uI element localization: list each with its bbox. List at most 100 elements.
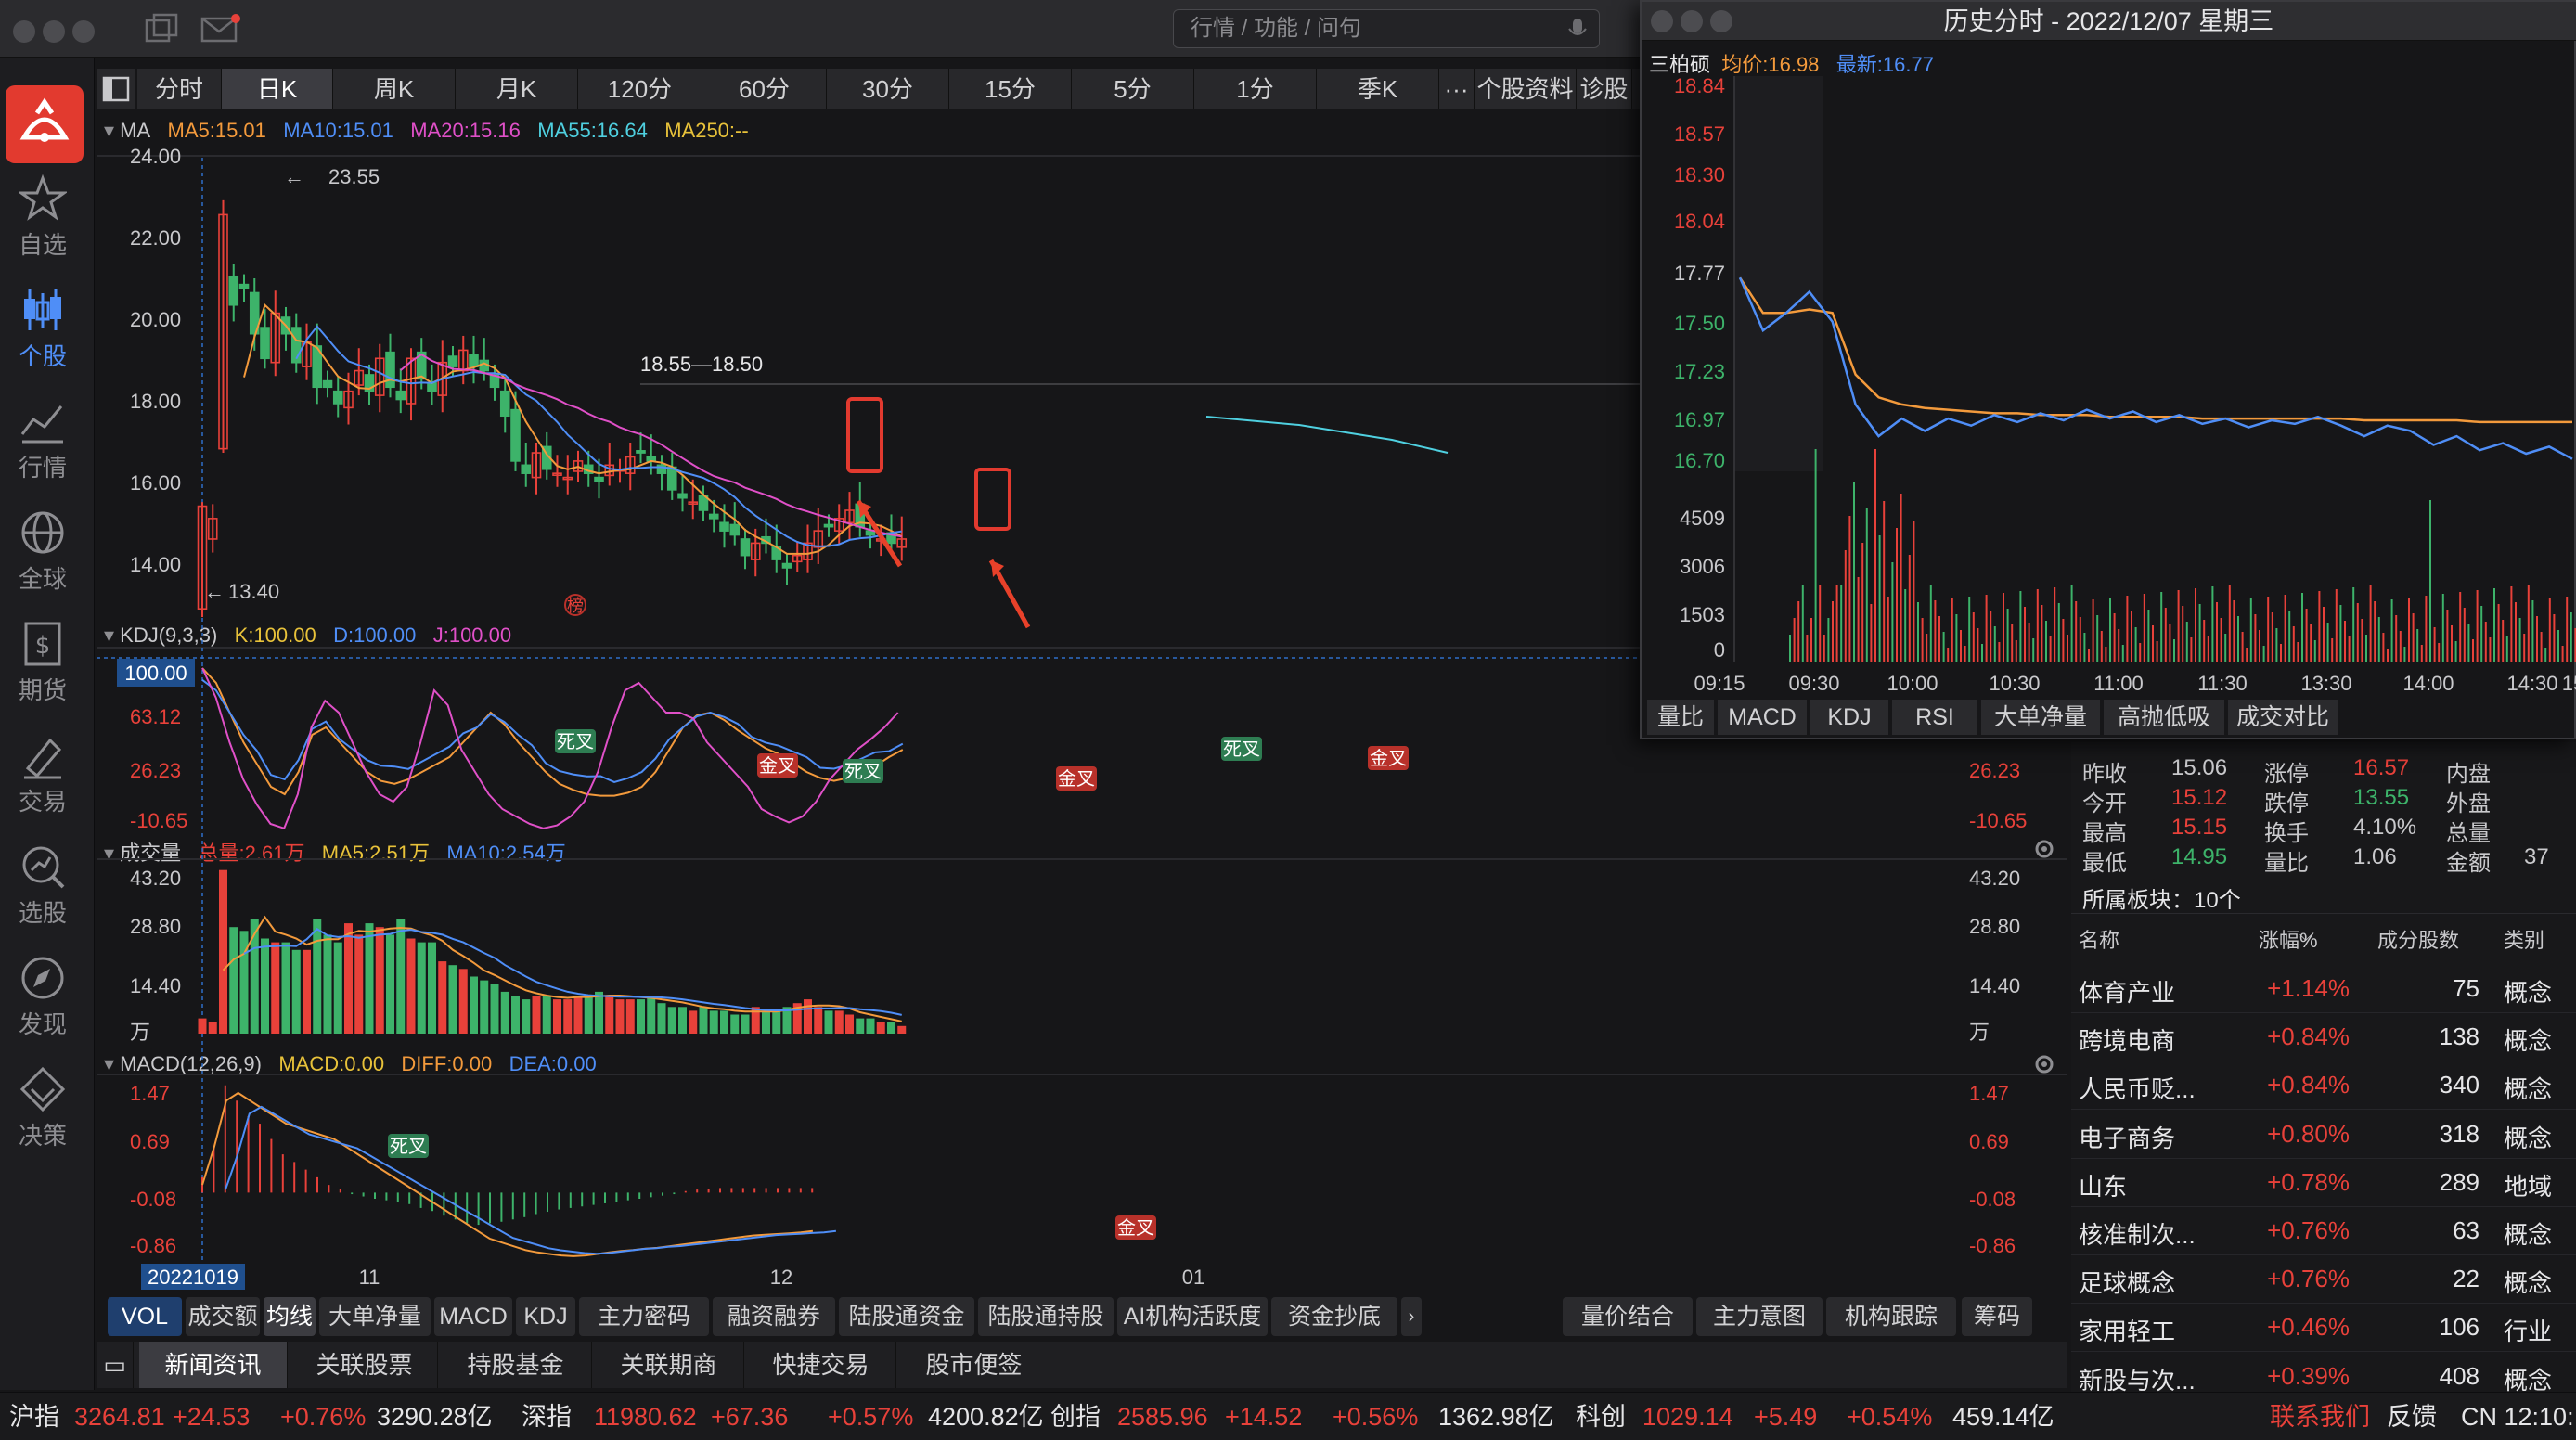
news-tab[interactable]: 快捷交易 [746,1342,896,1388]
period-tab[interactable]: 季K [1317,69,1439,109]
news-tab[interactable]: 关联期商 [594,1342,744,1388]
volume-total: 总量:2.61万 [198,842,305,865]
intraday-minimize-button[interactable] [1681,10,1703,32]
rail-item-label: 交易 [18,788,67,816]
news-tab[interactable]: 新闻资讯 [139,1342,288,1388]
indicator-tab[interactable]: 均线 [264,1297,316,1336]
microphone-icon[interactable] [1567,18,1588,42]
intraday-tab[interactable]: MACD [1718,700,1807,735]
indicator-tab[interactable]: 陆股通持股 [978,1297,1114,1336]
indicator-tab[interactable]: 陆股通资金 [839,1297,974,1336]
rail-item-star[interactable]: 自选 [0,174,85,261]
index-name[interactable]: 沪指 [9,1403,59,1431]
sector-row[interactable]: 电子商务 +0.80% 318 概念 [2071,1111,2576,1159]
indicator-tab[interactable]: 成交额 [186,1297,260,1336]
window-minimize-button[interactable] [43,20,65,43]
rail-item-candlestick[interactable]: 个股 [0,286,85,372]
macd-settings-gear-icon[interactable] [2032,1052,2056,1076]
period-tab[interactable]: 30分 [827,69,949,109]
app-logo[interactable] [6,85,84,163]
message-icon[interactable] [200,13,241,45]
period-tab[interactable]: 60分 [702,69,827,109]
index-turnover: 3290.28亿 [377,1403,493,1431]
indicator-tab[interactable]: MACD [434,1297,512,1336]
sort-chevron-icon[interactable]: ⌵ [2299,926,2312,945]
rail-item-stock-picker[interactable]: 选股 [0,842,85,929]
intraday-tab[interactable]: 高抛低吸 [2104,700,2224,735]
period-tab[interactable]: 1分 [1194,69,1317,109]
intraday-window-titlebar[interactable]: 历史分时 - 2022/12/07 星期三 [1642,2,2576,41]
sector-row[interactable]: 核准制次... +0.76% 63 概念 [2071,1207,2576,1255]
indicator-tab[interactable]: AI机构活跃度 [1117,1297,1268,1336]
index-name[interactable]: 深指 [522,1403,572,1431]
low-marker-arrow: ← [204,580,225,603]
layout-toggle-button[interactable] [97,69,135,109]
period-tab[interactable]: 15分 [949,69,1072,109]
intraday-chart[interactable]: 18.84 18.57 18.30 18.04 17.77 17.50 17.23 16.97… [1642,72,2576,700]
indicator-tabs-next-chevron-icon[interactable]: › [1401,1297,1422,1336]
intraday-tab[interactable]: 成交对比 [2228,700,2338,735]
sector-row[interactable]: 足球概念 +0.76% 22 概念 [2071,1255,2576,1305]
rail-item-decision[interactable]: 决策 [0,1065,85,1151]
period-tab[interactable]: ··· [1439,69,1475,109]
window-close-button[interactable] [13,20,35,43]
intraday-tab[interactable]: 量比 [1647,700,1714,735]
rail-item-trade[interactable]: 交易 [0,731,85,817]
search-input[interactable]: 行情 / 功能 / 问句 [1173,9,1600,48]
indicator-tab-right[interactable]: 主力意图 [1696,1297,1823,1336]
volume-bar [375,927,384,1034]
news-tab[interactable]: 持股基金 [440,1342,592,1388]
sector-table-header[interactable]: 成分股数 [2377,929,2460,952]
rail-item-market-trend[interactable]: 行情 [0,397,85,483]
sector-table-header[interactable]: 类别 [2504,929,2545,952]
period-tab[interactable]: 5分 [1072,69,1194,109]
intraday-tab[interactable]: 大单净量 [1981,700,2100,735]
index-name[interactable]: 科创 [1576,1403,1626,1431]
rail-item-futures[interactable]: $ 期货 [0,620,85,706]
sector-table-header[interactable]: 涨幅% [2259,929,2318,952]
volume-bar [406,938,416,1034]
sector-table-header[interactable]: 名称 [2079,929,2120,952]
indicator-tab-right[interactable]: 筹码 [1962,1297,2032,1336]
period-tab[interactable]: 周K [333,69,456,109]
sector-row[interactable]: 人民币贬... +0.84% 340 概念 [2071,1061,2576,1111]
intraday-zoom-button[interactable] [1710,10,1732,32]
rail-item-compass[interactable]: 发现 [0,954,85,1040]
feedback-link[interactable]: 反馈 [2387,1403,2437,1431]
sector-row[interactable]: 体育产业 +1.14% 75 概念 [2071,965,2576,1013]
period-tab[interactable]: 月K [456,69,578,109]
sector-row[interactable]: 跨境电商 +0.84% 138 概念 [2071,1013,2576,1062]
news-tab[interactable]: 关联股票 [291,1342,438,1388]
period-tab[interactable]: 分时 [137,69,222,109]
indicator-tab[interactable]: 主力密码 [579,1297,709,1336]
indicator-tab-right[interactable]: 量价结合 [1563,1297,1693,1336]
window-zoom-button[interactable] [72,20,95,43]
period-tab[interactable]: 日K [222,69,333,109]
volume-settings-gear-icon[interactable] [2032,837,2056,861]
rail-item-label: 选股 [18,899,67,927]
contact-us-link[interactable]: 联系我们 [2270,1403,2370,1431]
macd-diff: DIFF:0.00 [401,1052,493,1075]
intraday-close-button[interactable] [1651,10,1673,32]
indicator-tab-right[interactable]: 机构跟踪 [1826,1297,1956,1336]
indicator-tab[interactable]: 资金抄底 [1271,1297,1397,1336]
intraday-tab[interactable]: RSI [1892,700,1977,735]
period-tab[interactable]: 120分 [578,69,702,109]
news-tab[interactable]: 股市便签 [898,1342,1050,1388]
multi-window-icon[interactable] [145,13,180,45]
index-name[interactable]: 创指 [1050,1403,1101,1431]
rail-item-globe[interactable]: 全球 [0,508,85,595]
period-tab[interactable]: 个股资料 [1475,69,1577,109]
indicator-tab[interactable]: KDJ [516,1297,575,1336]
indicator-tab[interactable]: 融资融券 [713,1297,835,1336]
history-intraday-window[interactable]: 历史分时 - 2022/12/07 星期三 三柏硕 均价:16.98 最新:16… [1640,0,2576,739]
news-panel-toggle-icon[interactable]: ▭ [97,1342,134,1388]
intraday-tab[interactable]: KDJ [1810,700,1888,735]
sector-row[interactable]: 家用轻工 +0.46% 106 行业 [2071,1304,2576,1353]
indicator-tab[interactable]: VOL [108,1297,182,1336]
period-tab[interactable]: 诊股 [1577,69,1632,109]
stock-picker-icon [22,846,65,889]
sector-row[interactable]: 山东 +0.78% 289 地域 [2071,1159,2576,1207]
indicator-tab[interactable]: 大单净量 [319,1297,431,1336]
